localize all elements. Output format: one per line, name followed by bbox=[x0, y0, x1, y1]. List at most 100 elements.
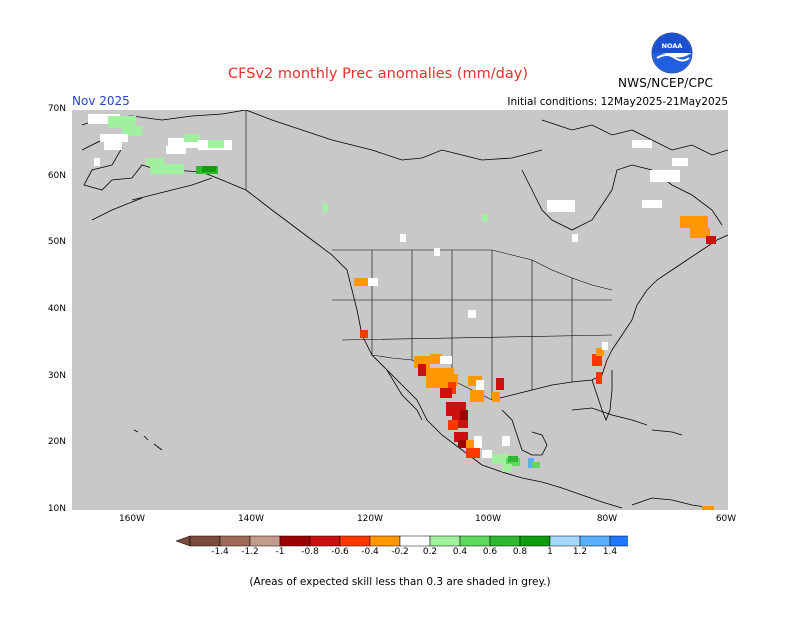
anomaly-cell bbox=[460, 410, 468, 420]
anomaly-cell bbox=[592, 354, 602, 366]
anomaly-cell bbox=[547, 200, 575, 212]
anomaly-cell bbox=[368, 278, 378, 286]
anomaly-cell bbox=[632, 140, 652, 148]
anomaly-cells bbox=[88, 114, 716, 510]
noaa-logo-text: NOAA bbox=[662, 42, 683, 50]
colorbar-left-arrow bbox=[175, 535, 191, 547]
colorbar-swatch bbox=[489, 535, 521, 547]
lat-label-60n: 60N bbox=[47, 171, 66, 181]
colorbar-tick-label: -1.4 bbox=[211, 547, 229, 557]
lat-label-70n: 70N bbox=[47, 104, 66, 114]
lat-label-10n: 10N bbox=[47, 504, 66, 514]
lat-label-30n: 30N bbox=[47, 371, 66, 381]
anomaly-cell bbox=[492, 392, 500, 402]
lon-label-160w: 160W bbox=[118, 514, 146, 524]
anomaly-cell bbox=[166, 146, 186, 154]
anomaly-cell bbox=[100, 134, 128, 142]
colorbar-tick-label: -0.2 bbox=[391, 547, 409, 557]
anomaly-cell bbox=[474, 436, 482, 448]
anomaly-cell bbox=[572, 234, 578, 242]
anomaly-cell bbox=[672, 158, 688, 166]
anomaly-cell bbox=[596, 348, 604, 356]
colorbar-swatch bbox=[339, 535, 371, 547]
anomaly-cell bbox=[702, 506, 714, 510]
anomaly-cell bbox=[354, 278, 370, 286]
anomaly-cell bbox=[202, 166, 216, 172]
colorbar-swatch bbox=[579, 535, 611, 547]
anomaly-cell bbox=[104, 142, 122, 150]
lon-label-60w: 60W bbox=[715, 514, 737, 524]
anomaly-cell bbox=[440, 388, 452, 398]
colorbar-tick-label: 0.2 bbox=[422, 547, 438, 557]
lon-label-80w: 80W bbox=[596, 514, 618, 524]
colorbar-tick-label: 0.8 bbox=[512, 547, 528, 557]
colorbar-swatch bbox=[189, 535, 221, 547]
anomaly-cell bbox=[108, 116, 136, 128]
anomaly-cell bbox=[466, 440, 474, 450]
anomaly-cell bbox=[150, 164, 184, 174]
colorbar-swatch bbox=[369, 535, 401, 547]
anomaly-cell bbox=[470, 390, 484, 402]
anomaly-cell bbox=[360, 330, 368, 338]
anomaly-cell bbox=[596, 372, 602, 384]
lat-label-50n: 50N bbox=[47, 237, 66, 247]
footnote: (Areas of expected skill less than 0.3 a… bbox=[249, 576, 551, 588]
initial-conditions: Initial conditions: 12May2025-21May2025 bbox=[507, 96, 728, 108]
anomaly-cell bbox=[434, 248, 440, 256]
colorbar-tick-label: 1.2 bbox=[572, 547, 588, 557]
anomaly-cell bbox=[690, 228, 710, 238]
lon-label-100w: 100W bbox=[474, 514, 502, 524]
anomaly-cell bbox=[650, 170, 680, 182]
colorbar-swatch bbox=[459, 535, 491, 547]
colorbar-swatch bbox=[249, 535, 281, 547]
noaa-logo: NOAA bbox=[651, 32, 693, 74]
anomaly-cell bbox=[94, 158, 100, 166]
lon-label-140w: 140W bbox=[237, 514, 265, 524]
anomaly-cell bbox=[468, 310, 476, 318]
map-background bbox=[72, 110, 728, 510]
colorbar-swatch bbox=[609, 535, 628, 547]
colorbar-tick-label: 1.4 bbox=[602, 547, 618, 557]
anomaly-cell bbox=[458, 440, 468, 448]
anomaly-cell bbox=[602, 342, 608, 350]
anomaly-cell bbox=[400, 234, 406, 242]
anomaly-cell bbox=[528, 458, 534, 468]
anomaly-cell bbox=[482, 450, 492, 458]
anomaly-cell bbox=[466, 448, 480, 458]
colorbar-tick-label: 0.4 bbox=[452, 547, 468, 557]
anomaly-cell bbox=[418, 364, 426, 376]
colorbar-tick-label: -0.4 bbox=[361, 547, 379, 557]
anomaly-cell bbox=[122, 126, 142, 136]
anomaly-cell bbox=[642, 200, 662, 208]
anomaly-cell bbox=[706, 236, 716, 244]
anomaly-cell bbox=[680, 216, 708, 228]
anomaly-cell bbox=[208, 140, 224, 148]
anomaly-cell bbox=[496, 378, 504, 390]
lon-label-120w: 120W bbox=[356, 514, 384, 524]
colorbar-tick-label: 0.6 bbox=[482, 547, 498, 557]
colorbar-swatch bbox=[309, 535, 341, 547]
colorbar-tick-label: 1 bbox=[547, 547, 553, 557]
colorbar-tick-label: -0.8 bbox=[301, 547, 319, 557]
anomaly-cell bbox=[322, 204, 328, 212]
agency-label: NWS/NCEP/CPC bbox=[618, 76, 714, 90]
anomaly-cell bbox=[508, 456, 518, 462]
colorbar-swatch bbox=[279, 535, 311, 547]
lat-label-20n: 20N bbox=[47, 437, 66, 447]
anomaly-cell bbox=[532, 462, 540, 468]
anomaly-map bbox=[72, 110, 728, 510]
anomaly-cell bbox=[454, 432, 468, 442]
anomaly-cell bbox=[184, 134, 200, 142]
anomaly-cell bbox=[502, 436, 510, 446]
colorbar-swatch bbox=[219, 535, 251, 547]
colorbar-swatch bbox=[399, 535, 431, 547]
chart-title: CFSv2 monthly Prec anomalies (mm/day) bbox=[228, 66, 528, 82]
forecast-period: Nov 2025 bbox=[72, 94, 130, 108]
anomaly-cell bbox=[168, 138, 198, 148]
anomaly-cell bbox=[146, 158, 164, 166]
colorbar-tick-label: -1.2 bbox=[241, 547, 259, 557]
colorbar-tick-label: -0.6 bbox=[331, 547, 349, 557]
anomaly-cell bbox=[468, 376, 482, 386]
anomaly-cell bbox=[440, 356, 452, 364]
lat-label-40n: 40N bbox=[47, 304, 66, 314]
